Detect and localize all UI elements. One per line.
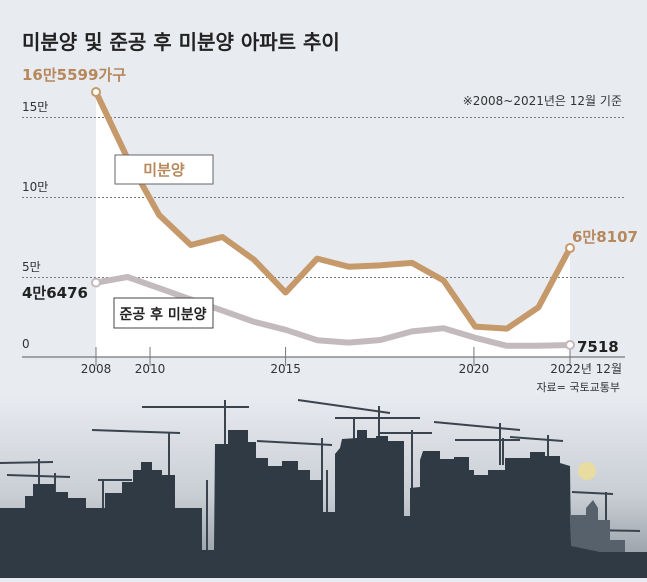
- y-tick-label: 10만: [22, 180, 48, 194]
- chart-note: ※2008~2021년은 12월 기준: [463, 94, 622, 108]
- legend-unsold-label: 미분양: [143, 161, 185, 179]
- x-tick-label: 2015: [270, 362, 301, 376]
- legend-post-label: 준공 후 미분양: [119, 307, 206, 323]
- y-tick-label: 0: [22, 337, 30, 351]
- x-tick-label: 2020: [459, 362, 490, 376]
- y-tick-label: 15만: [22, 100, 48, 114]
- data-point-post-completion: [92, 279, 100, 287]
- x-tick-label: 2022년 12월: [550, 362, 622, 376]
- data-point-unsold: [92, 88, 100, 96]
- unsold-end-label: 6만8107: [572, 228, 638, 246]
- legend-post-completion: 준공 후 미분양: [114, 298, 213, 328]
- moon: [578, 462, 596, 480]
- x-tick-label: 2010: [135, 362, 166, 376]
- source-label: 자료= 국토교통부: [536, 381, 620, 394]
- post-end-label: 7518: [577, 338, 619, 356]
- data-point-post-completion: [566, 341, 574, 349]
- unsold-start-label: 16만5599가구: [22, 66, 126, 84]
- chart-title: 미분양 및 준공 후 미분양 아파트 추이: [22, 30, 340, 54]
- y-tick-label: 5만: [22, 260, 41, 274]
- x-tick-label: 2008: [81, 362, 112, 376]
- post-start-label: 4만6476: [22, 284, 88, 302]
- legend-unsold: 미분양: [115, 155, 213, 184]
